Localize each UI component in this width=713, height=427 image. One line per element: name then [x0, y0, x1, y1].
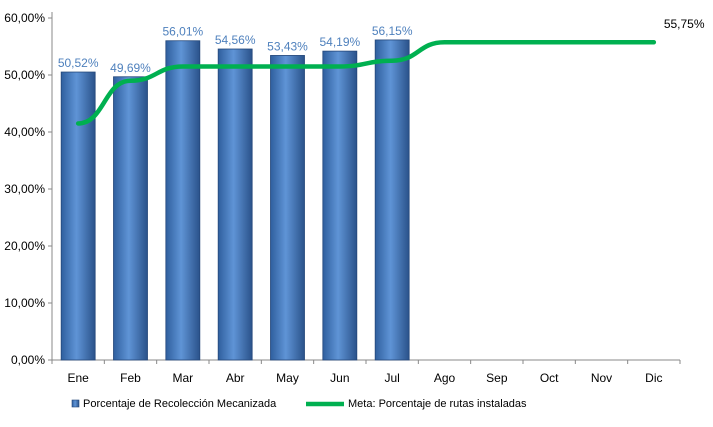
- x-tick-label: Sep: [486, 371, 508, 385]
- x-tick-label: Ago: [434, 371, 456, 385]
- bar-data-label: 53,43%: [267, 39, 308, 53]
- x-tick-label: Mar: [172, 371, 193, 385]
- x-tick-label: Oct: [540, 371, 559, 385]
- meta-end-label: 55,75%: [664, 17, 705, 31]
- legend-label-bars: Porcentaje de Recolección Mecanizada: [83, 398, 277, 410]
- x-tick-label: Jul: [384, 371, 399, 385]
- bar-data-label: 54,19%: [319, 35, 360, 49]
- x-tick-label: Dic: [645, 371, 662, 385]
- y-tick-label: 60,00%: [4, 11, 45, 25]
- x-tick-label: Jun: [330, 371, 349, 385]
- bar: [270, 55, 305, 361]
- bar: [60, 71, 96, 361]
- bar-data-label: 56,01%: [162, 25, 203, 39]
- y-tick-label: 30,00%: [4, 182, 45, 196]
- bar: [374, 39, 410, 361]
- legend-label-line: Meta: Porcentaje de rutas instaladas: [348, 398, 527, 410]
- y-tick-label: 50,00%: [4, 68, 45, 82]
- y-tick-label: 10,00%: [4, 296, 45, 310]
- bar-data-label: 49,69%: [110, 61, 151, 75]
- bar: [113, 76, 148, 361]
- y-tick-label: 20,00%: [4, 239, 45, 253]
- bar: [217, 48, 253, 361]
- x-tick-label: Abr: [226, 371, 245, 385]
- y-tick-label: 40,00%: [4, 125, 45, 139]
- x-tick-label: May: [276, 371, 299, 385]
- bar-data-label: 50,52%: [58, 56, 99, 70]
- legend-swatch-bars: [71, 399, 80, 408]
- y-tick-label: 0,00%: [11, 353, 45, 367]
- x-tick-label: Nov: [591, 371, 612, 385]
- bar-data-label: 54,56%: [215, 33, 256, 47]
- meta-line: [75, 39, 657, 126]
- x-tick-label: Feb: [120, 371, 141, 385]
- bar: [165, 40, 201, 361]
- bar: [322, 50, 358, 361]
- bar-data-label: 56,15%: [372, 24, 413, 38]
- x-tick-label: Ene: [67, 371, 89, 385]
